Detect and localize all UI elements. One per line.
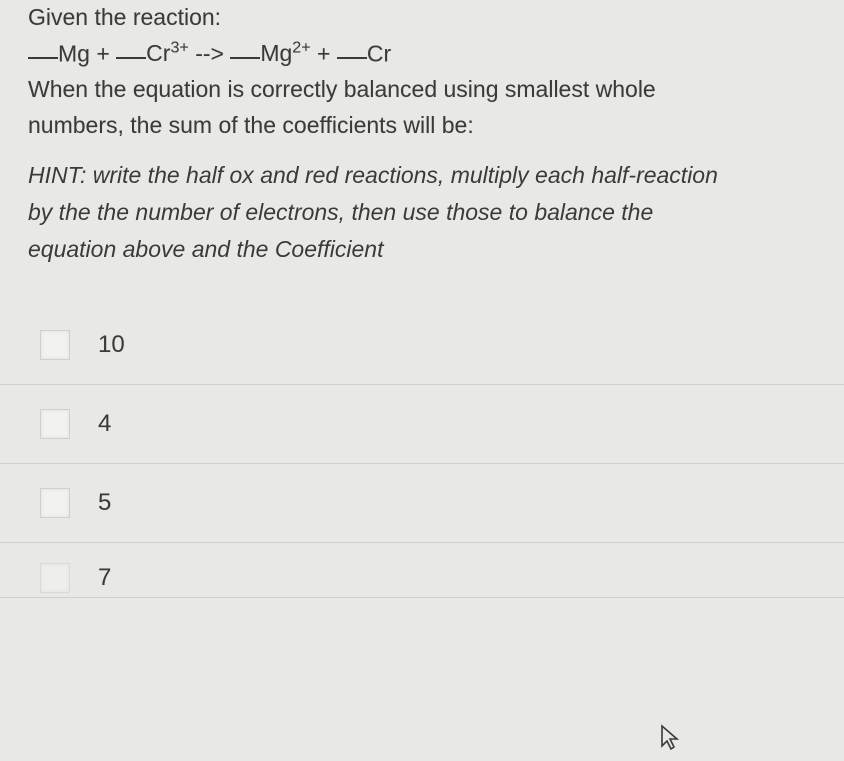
option-row[interactable]: 4 bbox=[0, 384, 844, 463]
eq-mg: Mg + bbox=[58, 40, 110, 66]
blank-4 bbox=[337, 57, 367, 59]
option-row[interactable]: 10 bbox=[0, 330, 844, 384]
question-body-2: numbers, the sum of the coefficients wil… bbox=[28, 108, 816, 144]
option-checkbox[interactable] bbox=[40, 409, 70, 439]
blank-1 bbox=[28, 57, 58, 59]
blank-3 bbox=[230, 57, 260, 59]
option-checkbox[interactable] bbox=[40, 488, 70, 518]
eq-cr: Cr bbox=[367, 40, 391, 66]
hint-line-3: equation above and the Coefficient bbox=[28, 231, 816, 268]
blank-2 bbox=[116, 57, 146, 59]
option-label: 4 bbox=[98, 410, 111, 438]
eq-plus: + bbox=[311, 40, 337, 66]
question-body-1: When the equation is correctly balanced … bbox=[28, 72, 816, 108]
options-list: 10 4 5 7 bbox=[0, 330, 844, 598]
hint-line-2: by the the number of electrons, then use… bbox=[28, 194, 816, 231]
eq-mg2: Mg2+ bbox=[260, 40, 310, 66]
question-block: Given the reaction: Mg + Cr3+ --> Mg2+ +… bbox=[0, 0, 844, 286]
eq-cr3: Cr3+ bbox=[146, 40, 189, 66]
equation-line: Mg + Cr3+ --> Mg2+ + Cr bbox=[28, 36, 816, 72]
question-intro: Given the reaction: bbox=[28, 0, 816, 36]
hint-block: HINT: write the half ox and red reaction… bbox=[28, 157, 816, 267]
option-checkbox[interactable] bbox=[40, 563, 70, 593]
option-label: 7 bbox=[98, 564, 111, 592]
option-row[interactable]: 7 bbox=[0, 542, 844, 598]
hint-line-1: HINT: write the half ox and red reaction… bbox=[28, 157, 816, 194]
option-row[interactable]: 5 bbox=[0, 463, 844, 542]
option-label: 10 bbox=[98, 331, 125, 359]
option-label: 5 bbox=[98, 489, 111, 517]
option-checkbox[interactable] bbox=[40, 330, 70, 360]
eq-arrow: --> bbox=[189, 40, 231, 66]
cursor-icon bbox=[660, 724, 682, 752]
